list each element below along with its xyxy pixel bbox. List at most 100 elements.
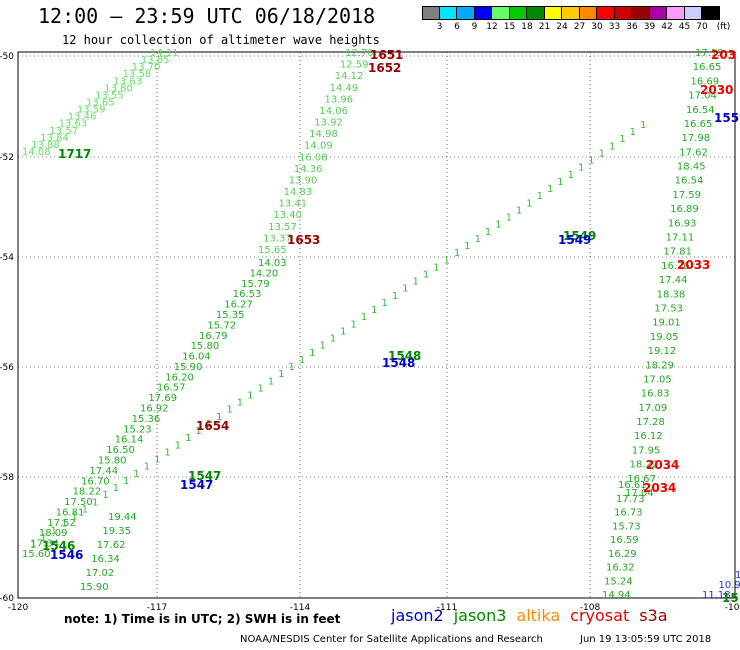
color-scale-labels: 3 6 9 12 15 18 21 24 27 30 33 36 39 42 45 70 (ft) <box>422 22 740 32</box>
wave-height-label: 15.23 <box>123 424 152 435</box>
jason-track-mark: 1 <box>330 334 336 345</box>
jason-track-mark: 1 <box>485 227 491 238</box>
wave-height-label: 13.65 <box>86 98 115 109</box>
wave-height-label: 17.04 <box>688 91 717 102</box>
jason-track-mark: 1 <box>361 312 367 323</box>
wave-height-label: 14.08 <box>22 147 51 158</box>
wave-height-label: 19.01 <box>652 318 681 329</box>
wave-height-label: 13.37 <box>263 233 292 244</box>
wave-height-label: 17.62 <box>679 147 708 158</box>
y-axis-label: -60 <box>0 594 14 604</box>
jason-track-mark: 1 <box>185 433 191 444</box>
page-title: 12:00 – 23:59 UTC 06/18/2018 <box>38 4 376 28</box>
legend-cryosat: cryosat <box>570 606 630 625</box>
color-swatch <box>509 6 527 20</box>
time-label: 1548 <box>388 349 421 363</box>
jason-track-mark: 1 <box>278 369 284 380</box>
wave-height-label: 17.81 <box>663 247 692 258</box>
wave-height-label: 13.57 <box>268 222 297 233</box>
wave-height-label: 18.45 <box>677 162 706 173</box>
wave-height-label: 17.34 <box>30 539 59 550</box>
color-swatch <box>562 6 580 20</box>
color-swatch <box>702 6 720 20</box>
wave-height-label: 16.93 <box>668 218 697 229</box>
jason-track-mark: 1 <box>133 469 139 480</box>
wave-height-label: 19.05 <box>650 332 679 343</box>
wave-height-label: 16.65 <box>684 119 713 130</box>
jason-track-mark: 1 <box>351 319 357 330</box>
color-scale-tick: 3 <box>436 22 443 32</box>
color-scale-tick: 24 <box>556 22 568 32</box>
wave-height-label: 18.22 <box>630 460 659 471</box>
color-scale-tick: 9 <box>471 22 478 32</box>
x-axis-label: -117 <box>147 603 167 613</box>
jason-track-mark: 1 <box>588 156 594 167</box>
wave-height-label: 13.92 <box>314 118 343 129</box>
time-label: 2034 <box>646 458 679 472</box>
wave-height-label: 15.36 <box>132 414 161 425</box>
color-scale-tick: 18 <box>521 22 533 32</box>
wave-height-label: 16.27 <box>224 300 253 311</box>
wave-height-label: 18.22 <box>73 487 102 498</box>
wave-height-label: 17.05 <box>643 374 672 385</box>
wave-height-label: 17.28 <box>636 417 665 428</box>
wave-height-label: 14.83 <box>284 187 313 198</box>
wave-height-label: 17.44 <box>89 466 118 477</box>
x-axis-label: -108 <box>580 603 601 613</box>
wave-height-label: 16.79 <box>199 331 228 342</box>
credit-timestamp: Jun 19 13:05:59 UTC 2018 <box>580 634 712 645</box>
jason-track-mark: 1 <box>537 191 543 202</box>
jason-track-mark: 1 <box>444 255 450 266</box>
jason-track-mark: 1 <box>154 455 160 466</box>
jason-track-mark: 1 <box>102 490 108 501</box>
wave-height-label: 19.12 <box>648 346 677 357</box>
color-scale-tick: 36 <box>626 22 638 32</box>
wave-height-label: 14.06 <box>319 106 348 117</box>
jason-track-mark: 1 <box>557 177 563 188</box>
jason-track-mark: 1 <box>82 504 88 515</box>
wave-height-label: 17.44 <box>659 275 688 286</box>
jason-track-mark: 1 <box>506 213 512 224</box>
wave-height-label: 17.09 <box>639 403 668 414</box>
wave-height-label: 14.94 <box>602 590 631 601</box>
wave-height-label: 17.11 <box>666 233 695 244</box>
wave-height-label: 17.69 <box>148 393 177 404</box>
color-swatch <box>614 6 632 20</box>
jason-track-mark: 1 <box>454 248 460 259</box>
wave-height-label: 13.96 <box>325 94 354 105</box>
x-axis-label: -120 <box>8 603 29 613</box>
jason-track-mark: 1 <box>61 519 67 530</box>
jason-track-mark: 1 <box>175 440 181 451</box>
jason-track-mark: 1 <box>247 391 253 402</box>
color-swatch <box>527 6 545 20</box>
y-axis-label: -52 <box>0 153 14 163</box>
y-axis-label: -56 <box>0 363 14 373</box>
time-label: 1547 <box>188 469 221 483</box>
wave-height-label: 11.18 <box>702 590 731 601</box>
color-swatch <box>667 6 685 20</box>
jason-track-mark: 1 <box>92 497 98 508</box>
wave-height-label: 14.03 <box>258 258 287 269</box>
jason-track-mark: 1 <box>630 127 636 138</box>
color-scale-bar <box>422 6 720 20</box>
wave-height-label: 16.59 <box>610 535 639 546</box>
wave-height-label: 10.97 <box>719 580 740 591</box>
jason-track-mark: 1 <box>237 398 243 409</box>
time-label: 2033 <box>677 258 710 272</box>
wave-height-label: 13.57 <box>49 126 78 137</box>
wave-height-label: 15.90 <box>174 362 203 373</box>
wave-height-label: 16.50 <box>106 445 135 456</box>
time-label: 155 <box>714 111 739 125</box>
wave-height-label: 16.89 <box>670 204 699 215</box>
wave-height-label: 13.59 <box>77 105 106 116</box>
jason-track-mark: 1 <box>578 163 584 174</box>
wave-height-label: 13.90 <box>289 175 318 186</box>
time-label: 2030 <box>700 83 733 97</box>
color-swatch <box>649 6 667 20</box>
wave-height-label: 13.70 <box>132 62 161 73</box>
time-label: 1652 <box>368 61 401 75</box>
wave-height-label: 16.69 <box>690 76 719 87</box>
color-scale-tick: 6 <box>454 22 460 32</box>
jason-track-mark: 1 <box>640 120 646 131</box>
